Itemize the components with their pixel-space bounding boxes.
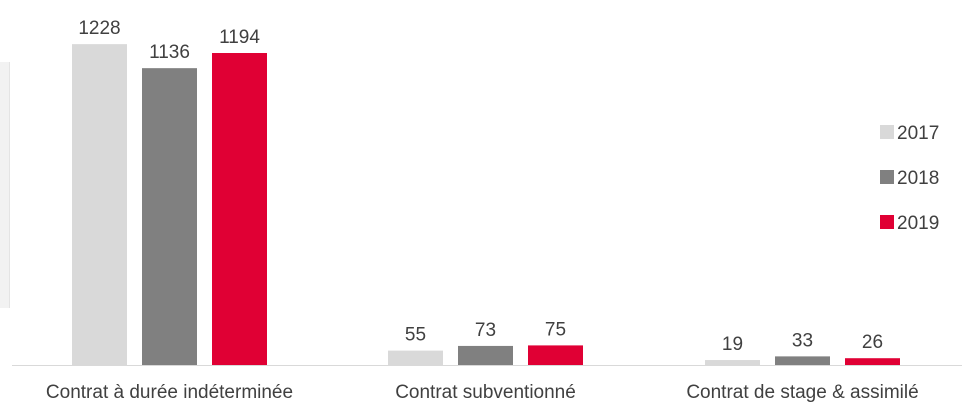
data-label-1-2019: 1194 [219,27,260,48]
bar-3-2017 [705,360,760,365]
bar-1-2017 [72,44,127,366]
legend-swatch-2019 [880,215,894,229]
category-label-1: Contrat à durée indéterminée [46,382,293,403]
bar-3-2019 [845,358,900,365]
left-edge-panel [0,62,10,308]
bar-3-2018 [775,356,830,365]
data-label-1-2018: 1136 [149,42,190,63]
data-label-2-2018: 73 [475,320,496,341]
category-label-2: Contrat subventionné [395,382,576,403]
data-label-2-2019: 75 [545,319,566,340]
legend-swatch-2018 [880,170,894,184]
bar-2-2017 [388,350,443,365]
legend-swatch-2017 [880,125,894,139]
legend-label-2017: 2017 [897,123,939,144]
legend-label-2019: 2019 [897,213,939,234]
data-label-3-2019: 26 [862,332,883,353]
data-label-1-2017: 1228 [78,18,120,39]
bar-1-2018 [142,68,197,365]
data-label-3-2018: 33 [792,330,813,351]
bar-2-2018 [458,345,513,365]
data-label-2-2017: 55 [405,325,426,346]
data-label-3-2017: 19 [722,334,743,355]
bar-2-2019 [528,345,583,365]
category-label-3: Contrat de stage & assimilé [686,382,918,403]
bar-1-2019 [212,53,267,365]
legend-label-2018: 2018 [897,168,939,189]
